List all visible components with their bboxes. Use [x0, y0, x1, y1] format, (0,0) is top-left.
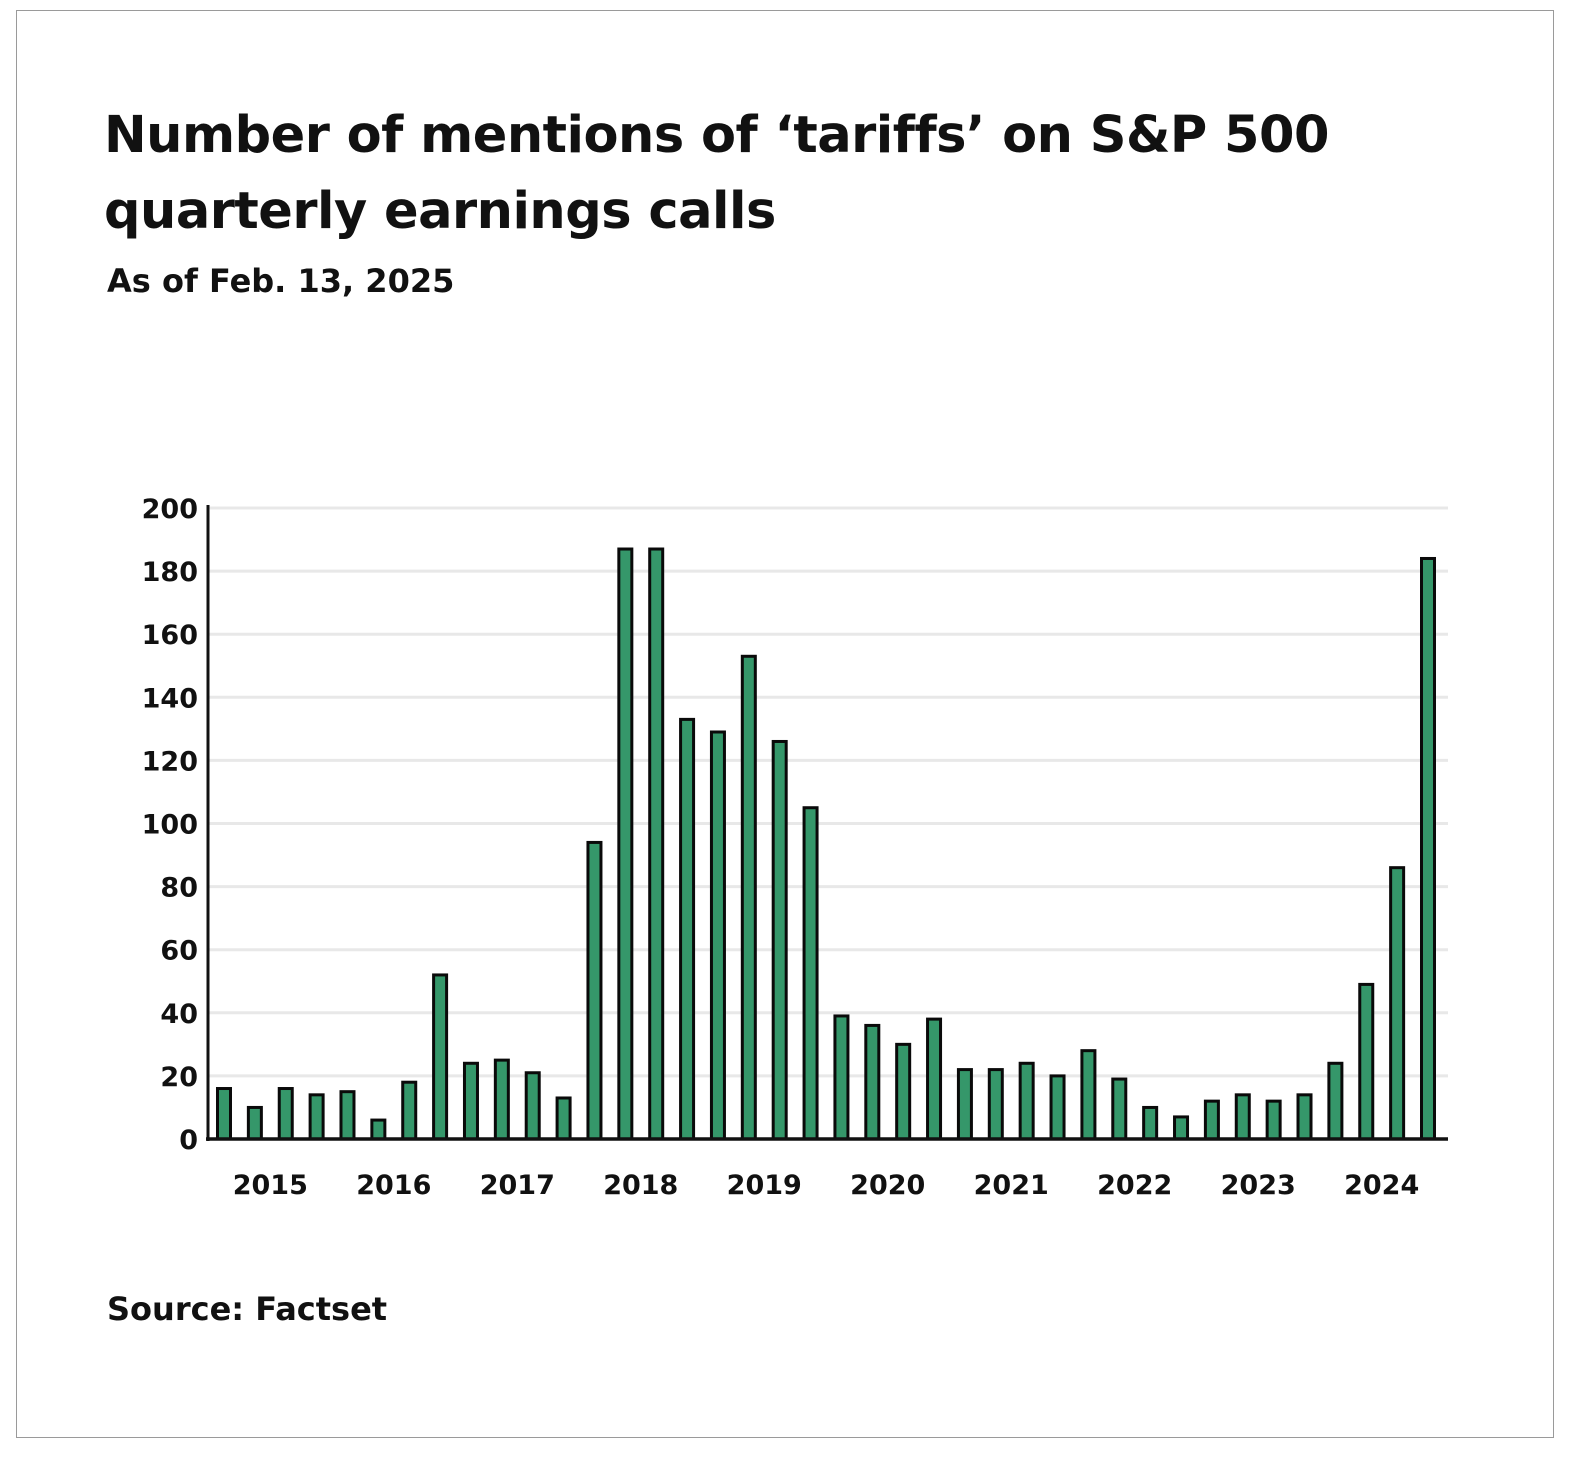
y-tick-label: 80	[160, 873, 198, 904]
bar	[246, 1105, 263, 1141]
bar	[956, 1068, 973, 1141]
x-tick-label: 2021	[974, 1170, 1049, 1201]
bar	[1420, 556, 1436, 1141]
x-tick-label: 2019	[727, 1170, 802, 1201]
bar	[1111, 1077, 1128, 1141]
bar	[1018, 1061, 1035, 1141]
bar	[833, 1014, 850, 1141]
bar	[771, 739, 788, 1141]
y-tick-label: 140	[142, 683, 198, 714]
x-tick-label: 2020	[850, 1170, 925, 1201]
bar	[864, 1023, 881, 1141]
bar	[895, 1042, 912, 1141]
x-tick-label: 2022	[1097, 1170, 1172, 1201]
y-tick-label: 40	[160, 999, 198, 1030]
bar	[648, 547, 665, 1141]
bar	[1389, 866, 1406, 1141]
bar	[524, 1071, 541, 1141]
bar	[462, 1061, 479, 1141]
chart-subtitle: As of Feb. 13, 2025	[107, 262, 455, 300]
bar	[586, 840, 603, 1141]
y-tick-label: 60	[160, 936, 198, 967]
bar	[308, 1093, 325, 1141]
x-tick-label: 2015	[233, 1170, 308, 1201]
chart-frame	[16, 10, 1554, 1438]
bar	[216, 1087, 232, 1141]
bar	[277, 1087, 294, 1141]
y-tick-label: 180	[142, 557, 198, 588]
bar	[555, 1096, 572, 1141]
bar	[926, 1017, 943, 1141]
bar	[802, 806, 819, 1141]
bar	[493, 1058, 510, 1141]
bar	[1080, 1049, 1097, 1141]
x-tick-label: 2018	[603, 1170, 678, 1201]
y-tick-label: 20	[160, 1062, 198, 1093]
x-tick-label: 2016	[356, 1170, 431, 1201]
bar	[339, 1090, 356, 1141]
bar	[1234, 1093, 1251, 1141]
bar	[679, 717, 696, 1141]
bar	[432, 973, 449, 1141]
bar	[1203, 1099, 1220, 1141]
y-tick-label: 0	[179, 1125, 198, 1156]
y-tick-label: 200	[142, 494, 198, 525]
bar	[1173, 1115, 1190, 1141]
bar	[740, 654, 757, 1141]
bar	[987, 1068, 1004, 1141]
bar	[1049, 1074, 1066, 1141]
x-tick-label: 2024	[1344, 1170, 1419, 1201]
chart-title: Number of mentions of ‘tariffs’ on S&P 5…	[104, 106, 1330, 241]
bar	[709, 730, 726, 1141]
y-tick-label: 160	[142, 620, 198, 651]
y-tick-label: 100	[142, 810, 198, 841]
bar	[370, 1118, 387, 1141]
x-tick-label: 2017	[480, 1170, 555, 1201]
bar	[617, 547, 634, 1141]
bar	[1327, 1061, 1344, 1141]
bar	[1358, 982, 1375, 1141]
x-tick-label: 2023	[1221, 1170, 1296, 1201]
bar	[401, 1080, 418, 1141]
y-tick-label: 120	[142, 746, 198, 777]
bar	[1142, 1105, 1159, 1141]
bar	[1296, 1093, 1313, 1141]
bar	[1265, 1099, 1282, 1141]
chart-source: Source: Factset	[107, 1290, 388, 1328]
